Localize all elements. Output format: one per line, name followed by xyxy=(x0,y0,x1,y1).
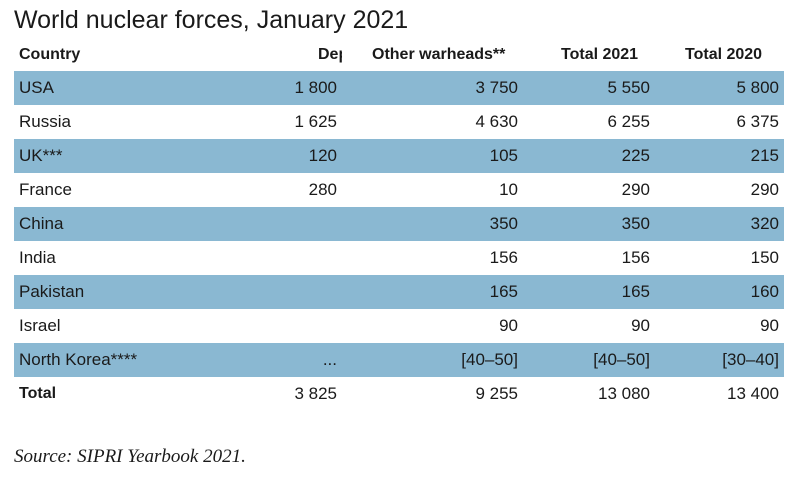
table-row: China 350 350 320 xyxy=(14,207,784,241)
table-header: Country Deployed warheads* Other warhead… xyxy=(14,38,784,71)
cell-deployed-warheads xyxy=(157,241,342,275)
table-row: Israel 90 90 90 xyxy=(14,309,784,343)
cell-deployed-warheads: 280 xyxy=(308,180,337,199)
cell-country: Russia xyxy=(19,112,71,131)
cell-deployed-warheads: 120 xyxy=(157,139,342,173)
cell-total-2021: [40–50] xyxy=(523,343,655,377)
cell-other-warheads: 4 630 xyxy=(475,112,518,131)
table-row: Pakistan 165 165 160 xyxy=(14,275,784,309)
cell-country: North Korea**** xyxy=(14,343,157,377)
cell-total-2021: 290 xyxy=(621,180,650,199)
table-row: UK*** 120 105 225 215 xyxy=(14,139,784,173)
header-country: Country xyxy=(19,45,81,63)
cell-deployed-warheads: 1 625 xyxy=(294,112,337,131)
cell-total-2020: 160 xyxy=(655,275,784,309)
cell-total-2021: 90 xyxy=(631,316,650,335)
cell-country: Pakistan xyxy=(14,275,157,309)
table-row: North Korea****... [40–50] [40–50] [30–40] xyxy=(14,343,784,377)
nuclear-forces-table: Country Deployed warheads* Other warhead… xyxy=(14,38,784,411)
cell-total-2021: 5 550 xyxy=(523,71,655,105)
header-total-2021: Total 2021 xyxy=(561,45,639,63)
header-total-2020: Total 2020 xyxy=(685,45,763,63)
cell-deployed-warheads xyxy=(157,309,342,343)
cell-other-warheads: [40–50] xyxy=(342,343,523,377)
table-row: USA 1 800 3 750 5 550 5 800 xyxy=(14,71,784,105)
cell-deployed-warheads: 3 825 xyxy=(294,384,337,403)
table-body: USA 1 800 3 750 5 550 5 800 Russia 1 625 4 630 6… xyxy=(14,71,784,411)
cell-total-2020: 90 xyxy=(760,316,779,335)
cell-total-2021: 165 xyxy=(523,275,655,309)
table-row: India 156 156 150 xyxy=(14,241,784,275)
cell-deployed-warheads xyxy=(157,275,342,309)
cell-total-2021: 13 080 xyxy=(598,384,650,403)
cell-country: USA xyxy=(14,71,157,105)
cell-deployed-warheads: 1 800 xyxy=(157,71,342,105)
total-row: Total 3 825 9 255 13 080 13 400 xyxy=(14,377,784,411)
cell-other-warheads: 350 xyxy=(342,207,523,241)
cell-total-2020: 13 400 xyxy=(727,384,779,403)
cell-deployed-warheads xyxy=(157,207,342,241)
cell-other-warheads: 165 xyxy=(342,275,523,309)
source-note: Source: SIPRI Yearbook 2021. xyxy=(14,446,246,467)
cell-other-warheads: 105 xyxy=(342,139,523,173)
cell-country: China xyxy=(14,207,157,241)
cell-country: India xyxy=(19,248,56,267)
cell-other-warheads: 3 750 xyxy=(342,71,523,105)
cell-total-2021: 6 255 xyxy=(607,112,650,131)
header-other-warheads: Other warheads** xyxy=(372,45,506,63)
cell-country: France xyxy=(19,180,72,199)
table-row: France 280 10 290 290 xyxy=(14,173,784,207)
cell-total-2020: [30–40] xyxy=(655,343,784,377)
cell-deployed-warheads: ... xyxy=(157,343,342,377)
chart-title: World nuclear forces, January 2021 xyxy=(14,6,409,34)
cell-country: Total xyxy=(19,385,57,402)
cell-total-2020: 215 xyxy=(655,139,784,173)
cell-total-2021: 225 xyxy=(523,139,655,173)
header-row: Country Deployed warheads* Other warhead… xyxy=(14,38,784,71)
header-deployed-warheads: Deployed warheads* xyxy=(318,45,342,63)
cell-other-warheads: 9 255 xyxy=(475,384,518,403)
cell-other-warheads: 10 xyxy=(499,180,518,199)
cell-other-warheads: 90 xyxy=(499,316,518,335)
cell-total-2021: 156 xyxy=(621,248,650,267)
cell-country: UK*** xyxy=(14,139,157,173)
cell-country: Israel xyxy=(19,316,61,335)
table-row: Russia 1 625 4 630 6 255 6 375 xyxy=(14,105,784,139)
cell-total-2020: 5 800 xyxy=(655,71,784,105)
cell-total-2020: 290 xyxy=(750,180,779,199)
cell-total-2021: 350 xyxy=(523,207,655,241)
cell-total-2020: 320 xyxy=(655,207,784,241)
cell-total-2020: 6 375 xyxy=(736,112,779,131)
cell-total-2020: 150 xyxy=(750,248,779,267)
cell-other-warheads: 156 xyxy=(489,248,518,267)
